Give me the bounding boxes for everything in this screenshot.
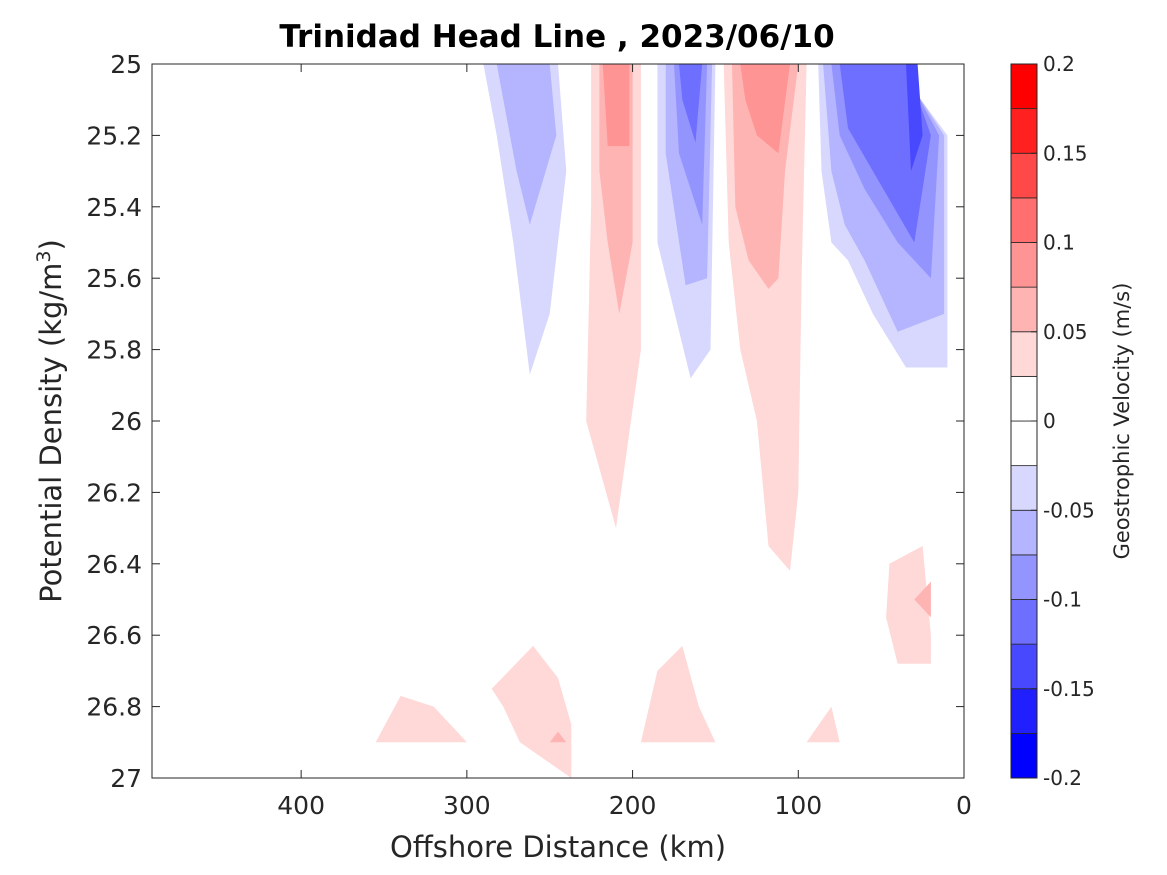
colorbar-label: Geostrophic Velocity (m/s) xyxy=(1110,283,1134,560)
colorbar-bin xyxy=(1010,509,1038,556)
colorbar-bin xyxy=(1010,643,1038,690)
colorbar-bin xyxy=(1010,554,1038,600)
y-tick-label: 25.4 xyxy=(86,193,142,222)
colorbar-bin xyxy=(1010,331,1038,377)
contour-region xyxy=(728,492,752,607)
y-tick-label: 25 xyxy=(110,50,142,79)
y-tick-label: 26.4 xyxy=(86,550,142,579)
contour-region xyxy=(740,64,790,154)
colorbar-bin xyxy=(1010,688,1038,734)
contour-region xyxy=(914,581,931,618)
colorbar-bin xyxy=(1010,108,1038,154)
colorbar-tick-label: 0 xyxy=(1043,409,1056,433)
contour-region xyxy=(384,64,492,314)
contour-region xyxy=(886,546,931,664)
colorbar-tick-label: 0.15 xyxy=(1043,141,1088,165)
contour-region xyxy=(906,64,923,172)
contour-region xyxy=(496,64,557,225)
contour-region xyxy=(549,731,567,743)
contour-region xyxy=(674,64,708,225)
x-axis-ticks: 400 300 200 100 0 xyxy=(277,64,972,820)
y-tick-label: 26 xyxy=(110,407,142,436)
contour-region xyxy=(602,64,630,147)
y-axis-label: Potential Density (kg/m3) xyxy=(33,239,68,603)
x-tick-label: 200 xyxy=(609,791,657,820)
y-tick-label: 26.2 xyxy=(86,478,142,507)
colorbar-tick-label: -0.1 xyxy=(1043,588,1082,612)
contour-region xyxy=(748,670,799,778)
y-tick-label: 26.8 xyxy=(86,693,142,722)
x-tick-label: 100 xyxy=(774,791,822,820)
colorbar: 0.2 0.15 0.1 0.05 0 -0.05 -0.1 -0.15 -0.2 Geostr… xyxy=(1010,52,1134,790)
colorbar-bin xyxy=(1010,599,1038,645)
colorbar-bin xyxy=(1010,375,1038,422)
y-tick-label: 25.6 xyxy=(86,264,142,293)
colorbar-bin xyxy=(1010,63,1038,110)
contour-region xyxy=(897,724,915,743)
y-tick-label: 25.2 xyxy=(86,121,142,150)
colorbar-tick-label: -0.15 xyxy=(1043,677,1095,701)
x-tick-label: 0 xyxy=(956,791,972,820)
y-axis-label-main: Potential Density (kg/m xyxy=(34,263,68,603)
y-tick-label: 26.6 xyxy=(86,621,142,650)
y-axis-label-tail: ) xyxy=(34,239,68,250)
x-tick-label: 400 xyxy=(277,791,325,820)
chart-title: Trinidad Head Line , 2023/06/10 xyxy=(279,19,834,55)
contour-region xyxy=(607,653,650,743)
contour-region xyxy=(491,645,572,778)
colorbar-tick-label: -0.05 xyxy=(1043,498,1095,522)
y-axis-label-superscript: 3 xyxy=(33,250,55,262)
colorbar-tick-label: 0.1 xyxy=(1043,231,1075,255)
contour-region xyxy=(806,706,840,743)
y-tick-label: 25.8 xyxy=(86,336,142,365)
contour-region xyxy=(640,645,716,743)
contour-layer xyxy=(375,64,948,778)
colorbar-bin xyxy=(1010,420,1038,467)
contour-region xyxy=(375,695,467,743)
colorbar-ticks: 0.2 0.15 0.1 0.05 0 -0.05 -0.1 -0.15 -0.2 xyxy=(1031,52,1095,790)
plot-area: 400 300 200 100 0 25 25.2 25.4 25.6 25.8 26 26.2 26… xyxy=(86,50,972,820)
colorbar-bin xyxy=(1010,465,1038,511)
contour-region xyxy=(679,64,703,143)
colorbar-bin xyxy=(1010,242,1038,288)
colorbar-tick-label: 0.2 xyxy=(1043,52,1075,76)
x-tick-label: 300 xyxy=(443,791,491,820)
colorbar-bin xyxy=(1010,152,1038,199)
y-axis-ticks: 25 25.2 25.4 25.6 25.8 26 26.2 26.4 26.6 26.8 27 xyxy=(86,50,964,793)
x-axis-label: Offshore Distance (km) xyxy=(390,830,726,864)
colorbar-bin xyxy=(1010,286,1038,333)
colorbar-bin xyxy=(1010,197,1038,243)
colorbar-tick-label: -0.2 xyxy=(1043,766,1082,790)
y-tick-label: 27 xyxy=(110,764,142,793)
colorbar-tick-label: 0.05 xyxy=(1043,320,1088,344)
colorbar-bin xyxy=(1010,732,1038,779)
